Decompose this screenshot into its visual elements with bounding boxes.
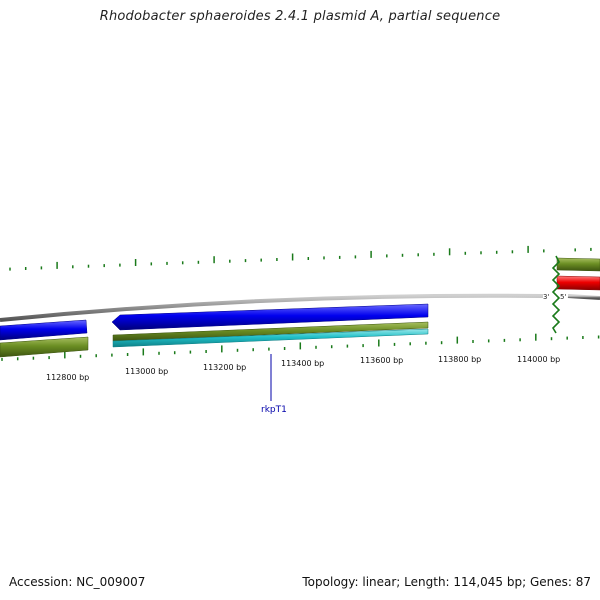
- gene-feature-olive-left[interactable]: [0, 336, 89, 358]
- gene-feature-olive-mid[interactable]: [112, 321, 429, 342]
- sequence-end-break: [551, 255, 561, 334]
- five-prime-label: 5': [560, 293, 566, 301]
- scale-labels: 112800 bp 113000 bp 113200 bp 113400 bp …: [46, 355, 560, 382]
- scale-label: 112800 bp: [46, 373, 89, 382]
- gene-label-rkpT1[interactable]: rkpT1: [261, 405, 287, 415]
- topology-summary: Topology: linear; Length: 114,045 bp; Ge…: [302, 575, 591, 589]
- sequence-backbone-right: [567, 294, 600, 300]
- gene-feature-blue-arrow[interactable]: [111, 303, 429, 331]
- gene-feature-red[interactable]: [556, 275, 600, 291]
- gene-feature-cyan[interactable]: [112, 328, 429, 348]
- gene-feature-olive-right[interactable]: [556, 257, 600, 272]
- scale-label: 113200 bp: [203, 363, 246, 372]
- gene-feature-blue-left[interactable]: [0, 319, 88, 341]
- scale-label: 114000 bp: [517, 355, 560, 364]
- sequence-backbone: [0, 293, 544, 322]
- scale-label: 113400 bp: [281, 359, 324, 368]
- scale-label: 113600 bp: [360, 356, 403, 365]
- map-title: Rhodobacter sphaeroides 2.4.1 plasmid A,…: [99, 9, 501, 24]
- inner-scale-ticks: [1, 333, 600, 361]
- accession-label: Accession: NC_009007: [9, 575, 146, 589]
- scale-label: 113000 bp: [125, 367, 168, 376]
- three-prime-label: 3': [543, 293, 549, 301]
- outer-scale-ticks: [9, 245, 592, 271]
- scale-label: 113800 bp: [438, 355, 481, 364]
